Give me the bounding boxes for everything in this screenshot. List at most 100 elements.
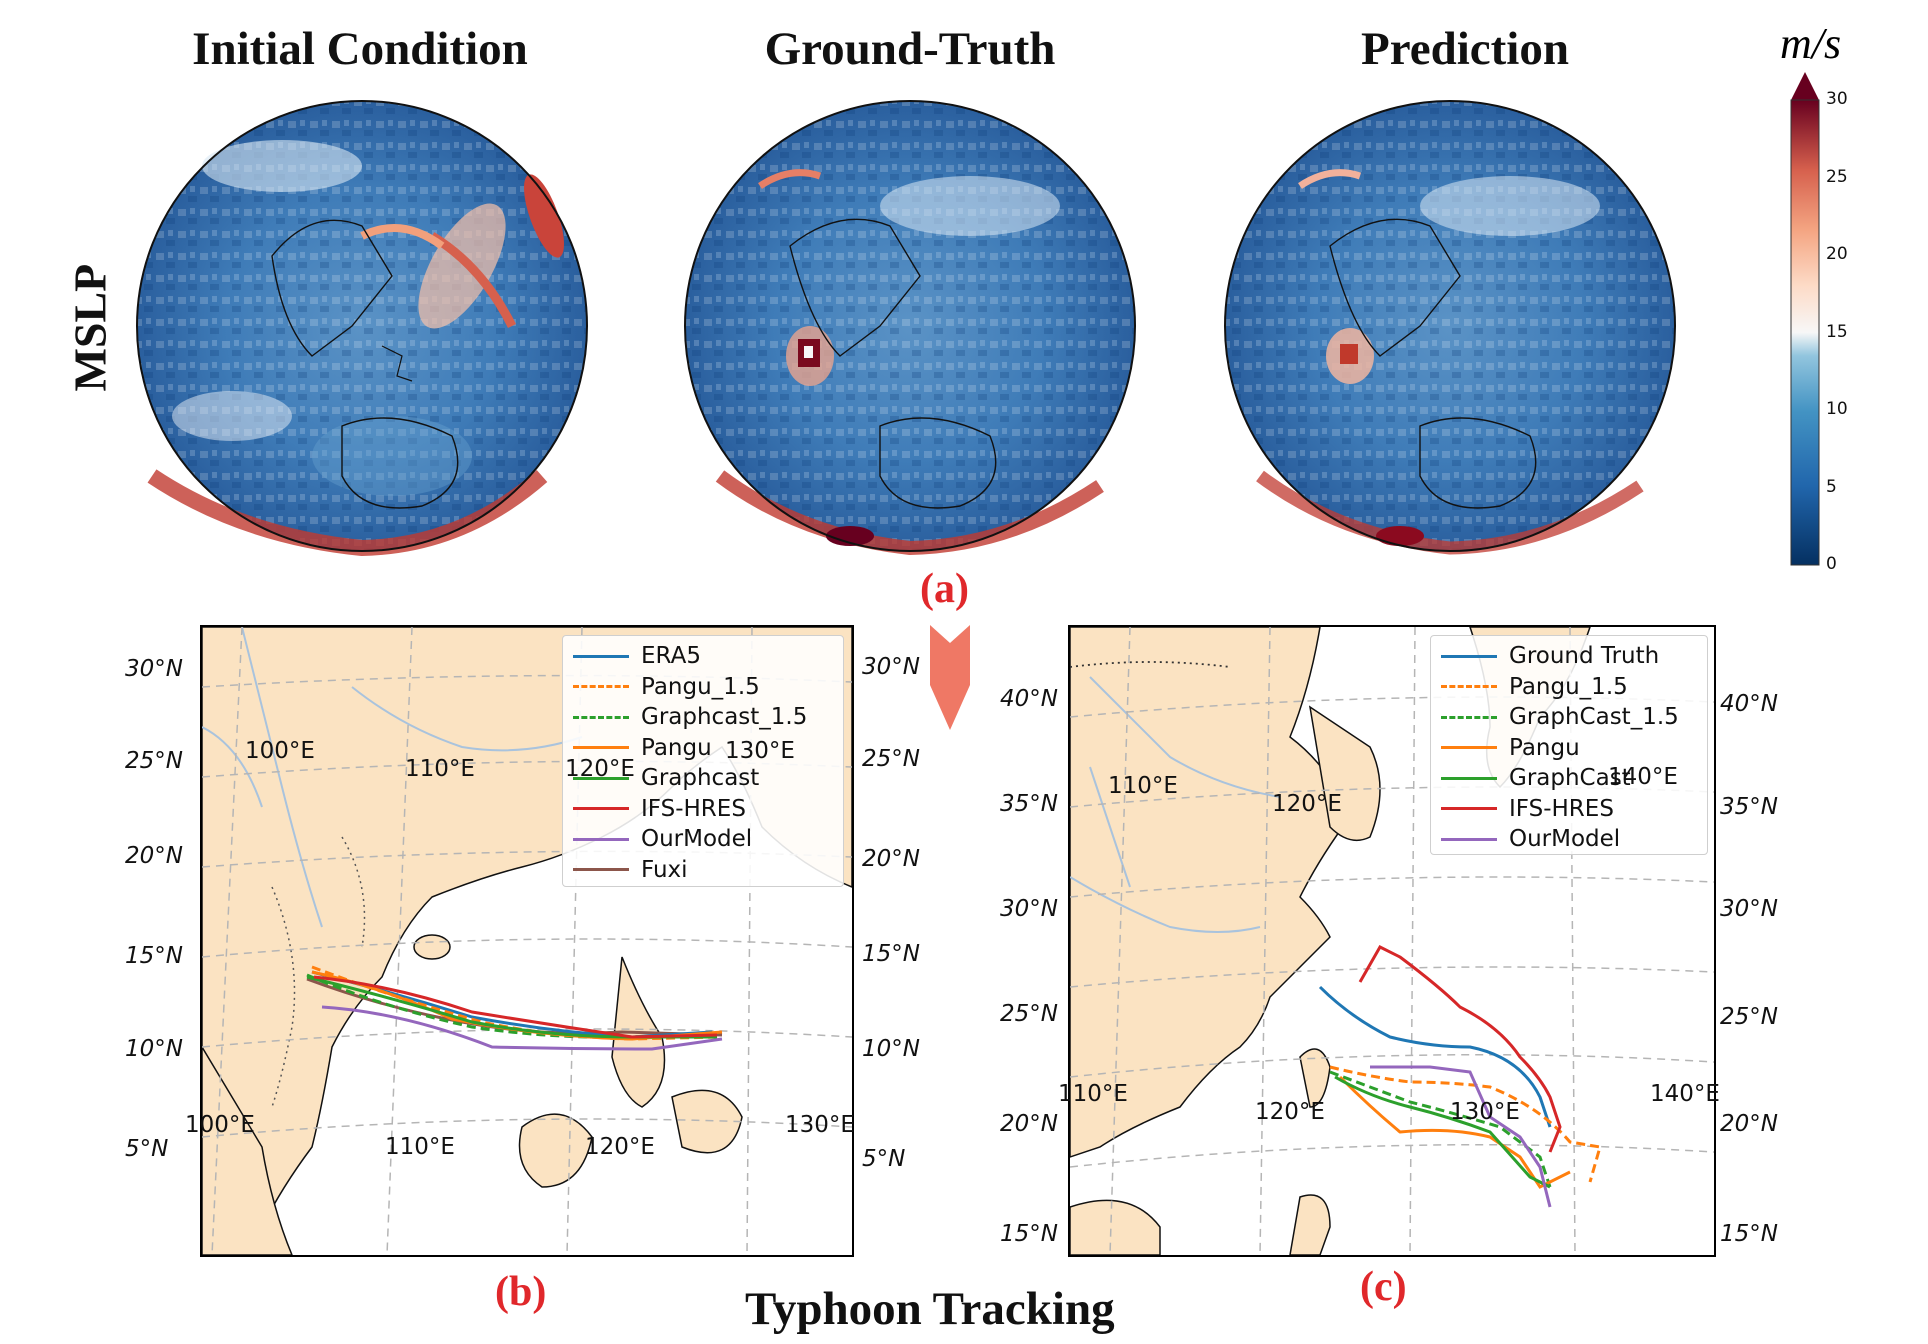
- legend-item: Pangu_1.5: [563, 673, 760, 701]
- colorbar: [1790, 72, 1820, 566]
- title-prediction: Prediction: [1361, 23, 1569, 75]
- bottom-title: Typhoon Tracking: [745, 1283, 1115, 1335]
- lon-label: 110°E: [405, 756, 475, 782]
- legend-label: GraphCast: [1509, 765, 1631, 791]
- lat-label: 35°N: [1720, 794, 1778, 820]
- legend-label: Graphcast_1.5: [641, 704, 808, 730]
- legend-label: Pangu: [1509, 734, 1580, 761]
- lat-label: 20°N: [125, 843, 183, 869]
- lat-label: 25°N: [125, 748, 183, 774]
- lat-label: 15°N: [1720, 1221, 1778, 1247]
- map-c-legend: Ground Truth Pangu_1.5 GraphCast_1.5 Pangu G…: [1430, 635, 1708, 855]
- lat-label: 20°N: [1000, 1111, 1058, 1137]
- lat-label: 25°N: [862, 746, 920, 772]
- lat-label: 10°N: [862, 1036, 920, 1062]
- legend-swatch: [573, 685, 629, 688]
- lat-label: 15°N: [1000, 1221, 1058, 1247]
- row-label-mslp: MSLP: [64, 263, 116, 392]
- down-arrow-icon: [930, 625, 970, 730]
- legend-item: Pangu_1.5: [1431, 673, 1628, 701]
- legend-label: Pangu: [641, 734, 712, 761]
- lon-label: 140°E: [1650, 1081, 1720, 1107]
- legend-item: OurModel: [563, 825, 752, 853]
- colorbar-tick-label: 0: [1826, 554, 1837, 574]
- legend-swatch: [1441, 807, 1497, 810]
- globe-prediction: [1224, 100, 1676, 555]
- legend-label: GraphCast_1.5: [1509, 704, 1679, 730]
- legend-label: Graphcast: [641, 765, 760, 791]
- colorbar-tick-label: 5: [1826, 476, 1837, 497]
- lat-label: 5°N: [125, 1136, 169, 1162]
- legend-label: OurModel: [1509, 826, 1621, 852]
- colorbar-tick-label: 10: [1826, 399, 1848, 419]
- colorbar-tick-label: 25: [1826, 166, 1848, 187]
- title-ground-truth: Ground-Truth: [764, 23, 1056, 75]
- lon-label: 120°E: [1272, 791, 1342, 817]
- lat-label: 25°N: [1720, 1004, 1778, 1030]
- lat-label: 15°N: [862, 941, 920, 967]
- globe-initial-condition: [136, 100, 588, 556]
- legend-swatch: [573, 715, 629, 719]
- lat-label: 40°N: [1720, 691, 1778, 717]
- legend-item: Graphcast_1.5: [563, 703, 807, 731]
- lon-label: 130°E: [725, 738, 795, 764]
- lat-label: 35°N: [1000, 791, 1058, 817]
- lat-label: 30°N: [1720, 896, 1778, 922]
- lat-label: 25°N: [1000, 1001, 1058, 1027]
- legend-swatch: [573, 746, 629, 749]
- legend-label: ERA5: [641, 643, 701, 669]
- panel-letter-c: (c): [1360, 1264, 1407, 1310]
- lat-label: 20°N: [862, 846, 920, 872]
- legend-swatch: [573, 776, 629, 780]
- legend-item: Pangu: [563, 734, 712, 762]
- lon-label: 110°E: [385, 1134, 455, 1160]
- legend-item: ERA5: [563, 642, 701, 670]
- map-c-typhoon-track: Ground Truth Pangu_1.5 GraphCast_1.5 Pangu G…: [1068, 625, 1716, 1257]
- legend-label: Ground Truth: [1509, 643, 1660, 669]
- lon-label: 130°E: [1450, 1099, 1520, 1125]
- globe-ground-truth: [684, 100, 1136, 556]
- colorbar-unit: m/s: [1780, 19, 1842, 68]
- colorbar-tick-label: 30: [1826, 89, 1848, 109]
- legend-swatch: [573, 654, 629, 658]
- lon-label: 140°E: [1608, 764, 1678, 790]
- panel-letter-b: (b): [495, 1269, 547, 1315]
- lat-label: 30°N: [862, 654, 920, 680]
- legend-item: Graphcast: [563, 764, 759, 792]
- legend-item: IFS-HRES: [1431, 795, 1614, 823]
- colorbar-tick-label: 20: [1826, 244, 1848, 264]
- legend-swatch: [1441, 746, 1497, 749]
- lat-label: 30°N: [125, 656, 183, 682]
- lon-label: 120°E: [1255, 1099, 1325, 1125]
- lon-label: 120°E: [585, 1134, 655, 1160]
- title-initial-condition: Initial Condition: [192, 23, 528, 75]
- legend-label: Fuxi: [641, 856, 688, 883]
- lat-label: 5°N: [862, 1146, 906, 1172]
- lat-label: 15°N: [125, 943, 183, 969]
- lon-label: 100°E: [185, 1112, 255, 1138]
- legend-item: Pangu: [1431, 734, 1580, 762]
- legend-item: OurModel: [1431, 825, 1620, 853]
- legend-item: Ground Truth: [1431, 642, 1659, 670]
- lat-label: 20°N: [1720, 1111, 1778, 1137]
- legend-swatch: [573, 807, 629, 810]
- lat-label: 10°N: [125, 1036, 183, 1062]
- legend-label: IFS-HRES: [1509, 795, 1614, 822]
- panel-letter-a: (a): [920, 566, 969, 612]
- legend-swatch: [1441, 654, 1497, 658]
- lon-label: 110°E: [1108, 773, 1178, 799]
- legend-swatch: [1441, 685, 1497, 688]
- legend-swatch: [1441, 837, 1497, 841]
- lon-label: 130°E: [785, 1112, 855, 1138]
- lon-label: 100°E: [245, 738, 315, 764]
- map-b-typhoon-track: ERA5 Pangu_1.5 Graphcast_1.5 Pangu Graphcast…: [200, 625, 854, 1257]
- colorbar-tick-label: 15: [1826, 321, 1848, 342]
- map-b-legend: ERA5 Pangu_1.5 Graphcast_1.5 Pangu Graphcast…: [562, 635, 844, 887]
- legend-swatch: [573, 868, 629, 871]
- legend-swatch: [1441, 715, 1497, 719]
- legend-item: GraphCast: [1431, 764, 1631, 792]
- legend-label: OurModel: [641, 826, 753, 852]
- lon-label: 120°E: [565, 756, 635, 782]
- legend-label: Pangu_1.5: [641, 673, 760, 700]
- legend-swatch: [573, 837, 629, 841]
